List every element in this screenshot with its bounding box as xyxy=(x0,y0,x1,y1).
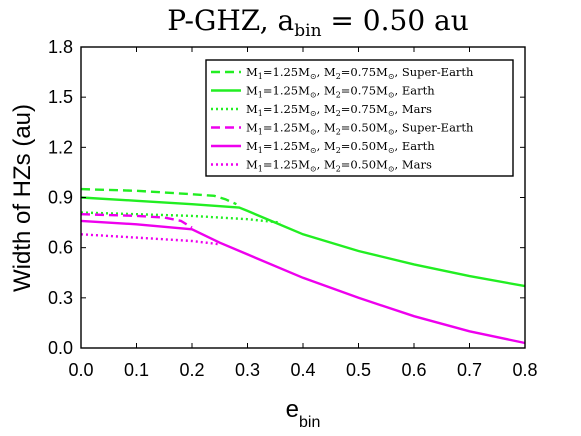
chart-title-main: P-GHZ, a xyxy=(167,4,294,37)
x-axis-label-subscript: bin xyxy=(299,414,320,431)
y-tick-label-1: 0.3 xyxy=(48,288,73,308)
legend-label-1: M1=1.25M⊙, M2=0.75M⊙, Super-Earth xyxy=(246,65,474,81)
legend-label-5: M1=1.25M⊙, M2=0.50M⊙, Earth xyxy=(246,139,435,155)
series-line-1 xyxy=(80,187,237,206)
legend-entry-6: M1=1.25M⊙, M2=0.50M⊙, Mars xyxy=(211,158,432,174)
x-tick-label-3: 0.3 xyxy=(235,360,260,380)
y-tick-label-0: 0.0 xyxy=(48,338,73,358)
x-tick-label-6: 0.6 xyxy=(401,360,426,380)
y-tick-label-6: 1.8 xyxy=(48,37,73,57)
series-line-4 xyxy=(80,213,193,229)
x-tick-label-5: 0.5 xyxy=(346,360,371,380)
legend-entry-4: M1=1.25M⊙, M2=0.50M⊙, Super-Earth xyxy=(211,121,474,137)
legend: M1=1.25M⊙, M2=0.75M⊙, Super-Earth M1=1.25… xyxy=(205,59,514,177)
chart-title-rest: = 0.50 au xyxy=(322,4,469,37)
x-axis-label-main: e xyxy=(286,396,299,423)
legend-label-3: M1=1.25M⊙, M2=0.75M⊙, Mars xyxy=(246,102,432,118)
series-line-2 xyxy=(80,196,526,288)
y-axis-label: Width of HZs (au) xyxy=(9,104,36,292)
legend-label-2: M1=1.25M⊙, M2=0.75M⊙, Earth xyxy=(246,84,435,100)
legend-label-6: M1=1.25M⊙, M2=0.50M⊙, Mars xyxy=(246,158,432,174)
y-tick-label-3: 0.9 xyxy=(48,188,73,208)
chart-title-subscript: bin xyxy=(294,21,321,41)
x-tick-label-8: 0.8 xyxy=(512,360,537,380)
x-tick-label-4: 0.4 xyxy=(290,360,315,380)
legend-entry-2: M1=1.25M⊙, M2=0.75M⊙, Earth xyxy=(211,84,435,100)
series-line-3 xyxy=(80,211,281,224)
ticks-layer: 0.0 0.1 0.2 0.3 0.4 0.5 0.6 0.7 0.8 0.0 0.3 0.6 0.9 1… xyxy=(48,37,538,380)
legend-entry-3: M1=1.25M⊙, M2=0.75M⊙, Mars xyxy=(211,102,432,118)
x-tick-label-1: 0.1 xyxy=(124,360,149,380)
legend-items: M1=1.25M⊙, M2=0.75M⊙, Super-Earth M1=1.25… xyxy=(211,65,474,174)
legend-entry-5: M1=1.25M⊙, M2=0.50M⊙, Earth xyxy=(211,139,435,155)
x-tick-label-7: 0.7 xyxy=(457,360,482,380)
x-tick-label-0: 0.0 xyxy=(68,360,93,380)
legend-entry-1: M1=1.25M⊙, M2=0.75M⊙, Super-Earth xyxy=(211,65,474,81)
y-tick-label-4: 1.2 xyxy=(48,137,73,157)
chart-title: P-GHZ, abin = 0.50 au xyxy=(167,4,469,41)
y-tick-label-5: 1.5 xyxy=(48,87,73,107)
series-line-5 xyxy=(80,219,526,345)
x-tick-label-2: 0.2 xyxy=(179,360,204,380)
legend-box xyxy=(205,59,514,177)
series-layer xyxy=(80,187,526,345)
x-axis-label: ebin xyxy=(286,396,321,431)
series-line-6 xyxy=(80,233,220,246)
y-tick-label-2: 0.6 xyxy=(48,238,73,258)
legend-label-4: M1=1.25M⊙, M2=0.50M⊙, Super-Earth xyxy=(246,121,474,137)
